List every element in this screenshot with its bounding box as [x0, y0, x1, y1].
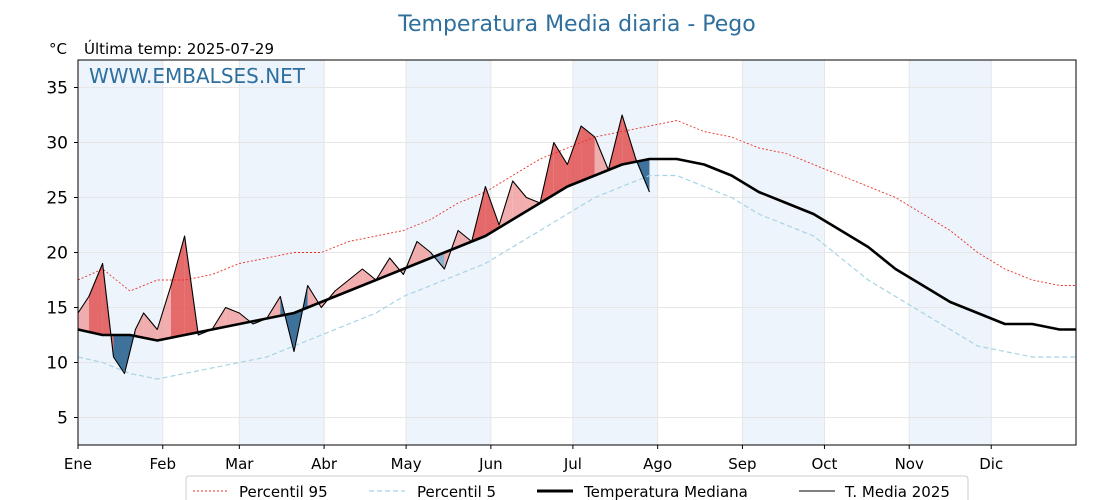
x-tick-label: Jun: [478, 455, 502, 473]
y-tick-label: 30: [46, 134, 68, 154]
anomaly-fill: [88, 263, 103, 335]
series-lines: [77, 114, 1076, 380]
last-temp-label: Última temp: 2025-07-29: [84, 39, 274, 58]
y-tick-label: 20: [46, 244, 68, 264]
x-tick-label: Nov: [895, 455, 924, 473]
anomaly-fill: [135, 313, 144, 338]
x-tick-label: Mar: [225, 455, 254, 473]
watermark: WWW.EMBALSES.NET: [89, 64, 306, 88]
anomaly-fill: [553, 142, 568, 195]
x-tick-label: Abr: [311, 455, 338, 473]
anomaly-fill: [143, 313, 158, 341]
anomaly-fill: [485, 186, 500, 236]
legend-current-label: T. Media 2025: [844, 483, 950, 500]
chart-title: Temperatura Media diaria - Pego: [397, 12, 755, 37]
legend-p5-label: Percentil 5: [417, 483, 496, 500]
legend-box: [185, 475, 969, 500]
legend: Percentil 95 Percentil 5 Temperatura Med…: [185, 475, 969, 500]
x-tick-label: Ene: [64, 455, 92, 473]
anomaly-fill: [294, 285, 308, 352]
y-tick-label: 25: [46, 189, 68, 209]
anomaly-fill: [113, 335, 125, 374]
y-tick-label: 15: [46, 299, 68, 319]
x-tick-label: Oct: [811, 455, 837, 473]
anomaly-fill: [581, 126, 595, 181]
x-axis-ticks: Ene Feb Mar Abr May Jun Jul Ago Sep Oct Nov Dic: [64, 445, 1003, 473]
anomaly-fill: [170, 236, 185, 338]
anomaly-fill: [78, 296, 89, 332]
anomaly-fill: [512, 181, 527, 220]
legend-median-label: Temperatura Mediana: [583, 483, 748, 500]
x-tick-label: Dic: [979, 455, 1003, 473]
y-axis-ticks: 5 10 15 20 25 30 35: [46, 79, 78, 429]
x-tick-label: Ago: [643, 455, 672, 473]
unit-label: °C: [49, 40, 67, 58]
series-line-current: [77, 114, 651, 375]
anomaly-fill: [157, 285, 171, 341]
series-line-median: [77, 157, 1076, 342]
anomaly-fill: [225, 307, 240, 327]
x-tick-label: Jul: [563, 455, 582, 473]
y-tick-label: 5: [57, 409, 68, 429]
anomaly-fill: [280, 296, 295, 352]
series-line-p95: [77, 120, 1076, 292]
y-tick-label: 35: [46, 79, 68, 99]
series-line-p5: [77, 174, 1076, 380]
y-tick-label: 10: [46, 354, 68, 374]
grid-lines: [77, 60, 1076, 445]
x-tick-label: Sep: [728, 455, 756, 473]
anomaly-fill: [567, 126, 582, 187]
legend-p95-label: Percentil 95: [239, 483, 328, 500]
anomaly-fills: [78, 115, 650, 374]
x-tick-label: May: [391, 455, 422, 473]
x-tick-label: Feb: [149, 455, 176, 473]
